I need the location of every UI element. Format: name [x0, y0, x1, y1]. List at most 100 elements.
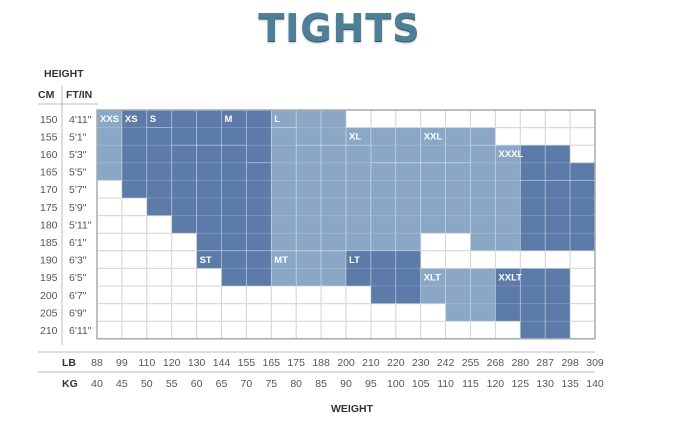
- ftin-tick-label: 5'9": [69, 202, 87, 214]
- size-region-xxxl: [544, 144, 571, 181]
- lb-tick-label: 280: [512, 357, 530, 369]
- size-region-xxxl: [569, 180, 596, 252]
- size-region-xxl: [445, 127, 471, 164]
- size-region-xlt: [445, 268, 471, 322]
- cm-tick-label: 210: [40, 325, 58, 337]
- size-region-xl: [370, 127, 397, 164]
- cm-tick-label: 190: [40, 255, 58, 267]
- kg-tick-label: 115: [462, 378, 479, 390]
- cm-tick-label: 200: [40, 290, 58, 302]
- kg-tick-label: 50: [141, 378, 153, 390]
- lb-tick-label: 309: [586, 357, 604, 369]
- cm-tick-label: 155: [40, 131, 58, 143]
- lb-tick-label: 230: [412, 357, 430, 369]
- kg-tick-label: 90: [340, 378, 352, 390]
- lb-tick-label: 268: [487, 357, 505, 369]
- size-region-xl: [395, 162, 421, 252]
- size-region-xlt: [470, 268, 496, 322]
- lb-tick-label: 155: [238, 357, 256, 369]
- size-region-lt: [395, 250, 421, 304]
- lb-tick-label: 287: [536, 357, 554, 369]
- size-region-xxl: [470, 127, 496, 146]
- axis-labels: HEIGHT CM FT/IN 150 155 160 165 170 175 180 185 190…: [38, 68, 604, 415]
- size-region-xxs: [96, 109, 123, 181]
- ftin-tick-label: 5'3": [69, 149, 87, 161]
- size-label-xxxl: XXXL: [498, 149, 523, 160]
- height-axis-title: HEIGHT: [44, 68, 84, 80]
- size-region-s: [146, 127, 173, 216]
- kg-tick-label: 130: [536, 378, 554, 390]
- size-region-xxl: [445, 162, 471, 234]
- kg-tick-label: 125: [512, 378, 530, 390]
- lb-tick-label: 188: [312, 357, 330, 369]
- kg-tick-label: 140: [586, 378, 604, 390]
- kg-header: KG: [62, 378, 78, 390]
- kg-tick-label: 95: [365, 378, 377, 390]
- cm-tick-label: 170: [40, 184, 58, 196]
- kg-tick-label: 65: [216, 378, 228, 390]
- ftin-tick-label: 6'9": [69, 307, 87, 319]
- size-region-xl: [345, 144, 372, 252]
- ftin-tick-label: 4'11": [69, 114, 92, 126]
- size-region-st: [221, 250, 247, 287]
- lb-tick-label: 120: [163, 357, 181, 369]
- kg-tick-label: 120: [487, 378, 505, 390]
- ftin-tick-label: 5'7": [69, 184, 87, 196]
- chart-title: TIGHTS: [258, 6, 421, 50]
- size-region-l: [295, 109, 322, 146]
- lb-tick-label: 242: [437, 357, 455, 369]
- size-label-s: S: [150, 114, 156, 125]
- lb-tick-label: 99: [116, 357, 128, 369]
- kg-tick-label: 55: [166, 378, 178, 390]
- kg-tick-label: 75: [265, 378, 277, 390]
- cm-tick-label: 205: [40, 307, 58, 319]
- size-region-xxxl: [544, 180, 571, 252]
- ftin-tick-label: 5'5": [69, 167, 87, 179]
- size-region-xxl: [420, 127, 446, 164]
- ftin-tick-label: 6'1": [69, 237, 87, 249]
- size-label-xxlt: XXLT: [498, 272, 522, 283]
- size-region-m: [221, 144, 247, 252]
- size-region-xxl: [470, 144, 496, 252]
- kg-tick-label: 110: [437, 378, 454, 390]
- lb-tick-label: 210: [362, 357, 380, 369]
- size-region-l: [320, 144, 347, 252]
- cm-header: CM: [38, 89, 55, 101]
- ftin-tick-label: 6'3": [69, 255, 87, 267]
- size-region-s: [171, 144, 197, 234]
- kg-tick-label: 40: [91, 378, 103, 390]
- size-region-m: [246, 109, 272, 164]
- size-region-xxxl: [519, 180, 546, 252]
- ftin-tick-label: 5'1": [69, 131, 87, 143]
- size-label-xlt: XLT: [424, 272, 441, 283]
- size-region-xxxl: [519, 144, 546, 181]
- size-region-xxl: [495, 144, 521, 252]
- ftin-tick-label: 6'5": [69, 272, 87, 284]
- size-label-lt: LT: [349, 255, 360, 266]
- cm-tick-label: 180: [40, 219, 58, 231]
- weight-axis-title: WEIGHT: [331, 403, 374, 415]
- kg-tick-label: 105: [412, 378, 430, 390]
- lb-tick-label: 255: [462, 357, 480, 369]
- size-label-xl: XL: [349, 132, 361, 143]
- cm-tick-label: 195: [40, 272, 58, 284]
- size-label-mt: MT: [274, 255, 288, 266]
- lb-tick-label: 144: [213, 357, 231, 369]
- cm-tick-label: 175: [40, 202, 58, 214]
- ftin-tick-label: 5'11": [69, 219, 92, 231]
- size-region-xxxl: [569, 162, 596, 181]
- kg-tick-label: 45: [116, 378, 128, 390]
- ftin-header: FT/IN: [66, 89, 92, 101]
- lb-tick-label: 220: [387, 357, 405, 369]
- size-region-mt: [270, 250, 297, 287]
- size-label-st: ST: [200, 255, 212, 266]
- size-label-l: L: [274, 114, 280, 125]
- chart-border: [96, 109, 596, 340]
- size-label-xxs: XXS: [100, 114, 119, 125]
- lb-tick-label: 88: [91, 357, 103, 369]
- size-label-xs: XS: [125, 114, 138, 125]
- size-region-l: [320, 109, 347, 146]
- size-region-xl: [370, 162, 397, 252]
- size-region-xl: [395, 127, 421, 164]
- cm-tick-label: 185: [40, 237, 58, 249]
